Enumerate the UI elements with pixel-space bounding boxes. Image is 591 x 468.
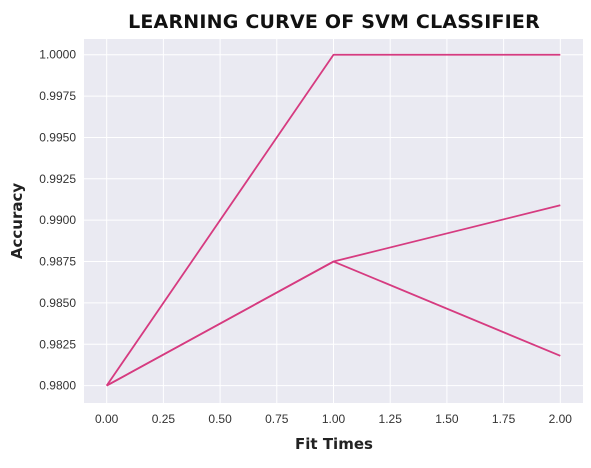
y-tick-label: 0.9800 — [39, 379, 76, 393]
tick-labels: 0.00 0.25 0.50 0.75 1.00 1.25 1.50 1.75 2.00 0.98… — [39, 48, 572, 426]
x-tick-label: 1.00 — [322, 412, 346, 426]
x-tick-label: 0.00 — [95, 412, 119, 426]
series-line-1 — [105, 53, 561, 387]
x-tick-label: 0.50 — [208, 412, 232, 426]
y-tick-label: 0.9850 — [39, 296, 76, 310]
y-tick-label: 0.9875 — [39, 255, 76, 269]
y-tick-label: 0.9925 — [39, 172, 76, 186]
y-tick-label: 0.9900 — [39, 213, 76, 227]
x-tick-label: 1.25 — [379, 412, 403, 426]
chart-title: LEARNING CURVE OF SVM CLASSIFIER — [128, 11, 540, 33]
y-tick-label: 0.9950 — [39, 130, 76, 144]
x-tick-label: 0.75 — [265, 412, 289, 426]
y-tick-label: 0.9975 — [39, 89, 76, 103]
x-axis-label: Fit Times — [295, 435, 373, 453]
x-tick-label: 1.50 — [435, 412, 459, 426]
y-tick-label: 0.9825 — [39, 337, 76, 351]
y-axis-label: Accuracy — [8, 183, 26, 259]
x-tick-label: 0.25 — [152, 412, 176, 426]
series-line-3 — [106, 260, 561, 387]
grid-lines — [84, 39, 583, 403]
series-layer — [105, 53, 561, 387]
x-tick-label: 1.75 — [492, 412, 516, 426]
y-tick-label: 1.0000 — [39, 48, 76, 62]
x-tick-label: 2.00 — [549, 412, 573, 426]
